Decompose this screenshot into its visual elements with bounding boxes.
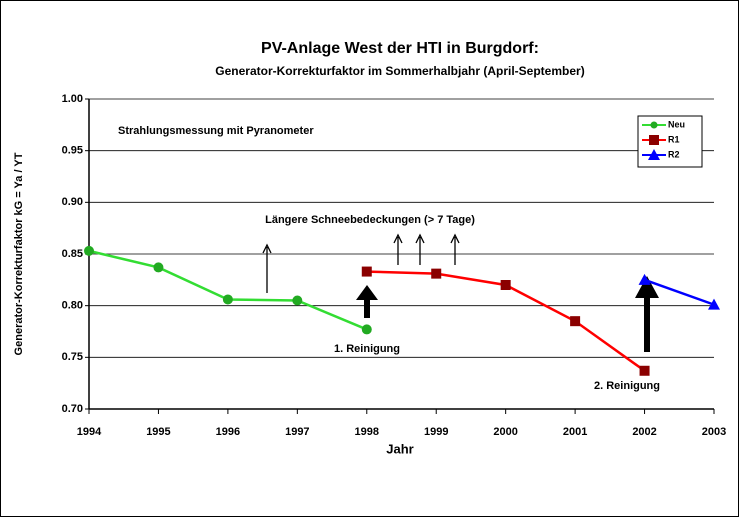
marker [153,262,164,273]
marker [500,280,511,290]
legend-marker [650,121,658,129]
annotation: 1. Reinigung [334,343,400,355]
x-tick-label: 1998 [355,426,379,438]
y-axis-label: Generator-Korrekturfaktor kG = Ya / YT [13,152,25,355]
legend-label: R2 [668,149,680,159]
x-tick-label: 2001 [563,426,587,438]
chart-title: PV-Anlage West der HTI in Burgdorf: [261,40,539,57]
x-tick-label: 1997 [285,426,309,438]
marker [570,316,581,327]
y-tick-label: 0.90 [62,196,83,208]
y-tick-label: 0.70 [62,403,83,415]
y-tick-label: 0.95 [62,145,83,157]
marker [708,298,720,310]
marker [361,266,372,277]
x-tick-label: 1994 [77,426,102,438]
marker [639,365,650,376]
x-tick-label: 2002 [632,426,656,438]
legend-label: R1 [668,134,680,144]
marker [361,324,372,335]
legend-marker [648,149,660,160]
chart-subtitle: Generator-Korrekturfaktor im Sommerhalbj… [215,64,584,78]
annotation: 2. Reinigung [594,380,660,392]
y-tick-label: 0.80 [62,300,83,312]
arrows [262,233,460,293]
marker [292,295,303,306]
x-tick-label: 1996 [216,426,240,438]
marker [222,294,233,305]
marker [84,245,94,256]
thick-arrow [635,276,659,352]
x-tick-label: 2003 [702,426,726,438]
legend-label: Neu [668,119,685,129]
x-axis-label: Jahr [386,441,413,456]
y-tick-label: 0.75 [62,351,83,363]
thick-arrow [356,285,378,318]
line [644,278,715,306]
y-tick-label: 1.00 [62,93,83,105]
x-tick-label: 1999 [424,426,448,438]
legend-marker [649,135,659,145]
x-tick-label: 1995 [146,426,170,438]
annotation: Längere Schneebedeckungen (> 7 Tage) [265,214,475,226]
x-tick-label: 2000 [493,426,517,438]
marker [638,273,651,285]
annotation: Strahlungsmessung mit Pyranometer [118,125,314,137]
y-tick-label: 0.85 [62,248,83,260]
marker [431,268,442,279]
